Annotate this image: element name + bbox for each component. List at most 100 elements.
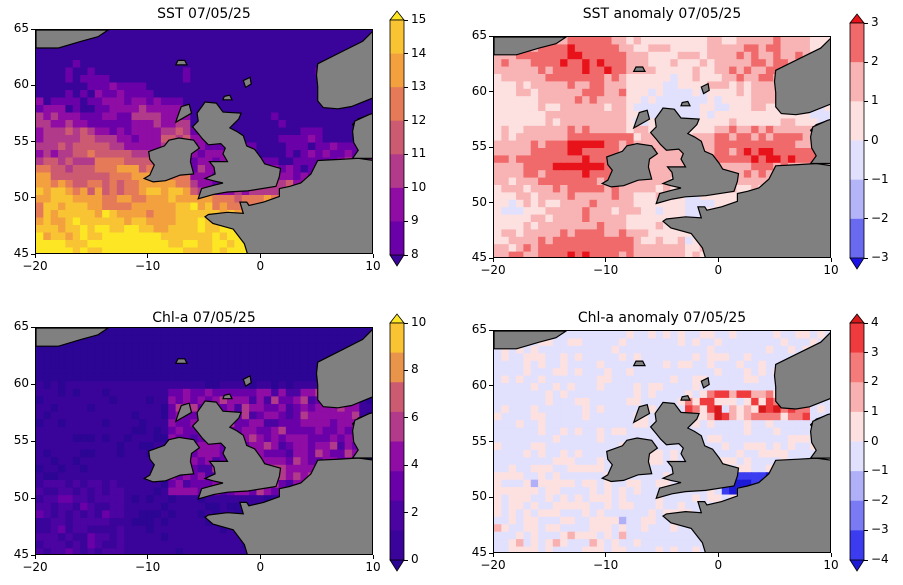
field-cell xyxy=(124,510,133,519)
field-cell xyxy=(43,404,52,413)
field-cell xyxy=(160,328,169,337)
field-cell xyxy=(205,350,213,359)
field-cell xyxy=(545,177,554,186)
field-cell xyxy=(263,404,272,413)
field-cell xyxy=(124,90,133,99)
field-cell xyxy=(552,427,561,436)
field-cell xyxy=(205,381,213,390)
field-cell xyxy=(116,75,125,84)
field-cell xyxy=(36,495,44,504)
field-cell xyxy=(160,97,169,106)
field-cell xyxy=(50,142,59,151)
field-cell xyxy=(168,202,177,211)
field-cell xyxy=(58,548,66,554)
field-cell xyxy=(153,67,162,76)
field-cell xyxy=(36,60,44,69)
field-cell xyxy=(102,247,111,253)
field-cell xyxy=(153,366,162,375)
field-cell xyxy=(263,366,272,375)
field-cell xyxy=(508,405,517,414)
field-cell xyxy=(648,162,657,171)
field-cell xyxy=(43,240,52,249)
field-cell xyxy=(138,112,147,121)
field-cell xyxy=(175,419,184,428)
field-cell xyxy=(80,37,89,46)
field-cell xyxy=(94,165,103,174)
field-cell xyxy=(307,150,316,159)
field-cell xyxy=(545,214,554,223)
field-cell xyxy=(729,368,738,377)
field-cell xyxy=(168,52,177,61)
field-cell xyxy=(567,199,576,208)
field-cell xyxy=(300,343,309,352)
field-cell xyxy=(685,66,693,75)
field-cell xyxy=(271,150,280,159)
field-cell xyxy=(58,45,66,54)
colorbar-segment xyxy=(390,154,404,189)
field-cell xyxy=(293,37,302,46)
field-cell xyxy=(80,202,89,211)
field-cell xyxy=(538,222,547,230)
field-cell xyxy=(36,187,44,196)
field-cell xyxy=(560,405,569,414)
field-cell xyxy=(50,105,59,114)
field-cell xyxy=(516,236,524,245)
field-cell xyxy=(197,97,206,106)
field-cell xyxy=(58,142,66,151)
field-cell xyxy=(102,350,111,359)
field-cell xyxy=(227,548,235,554)
field-cell xyxy=(234,358,243,367)
field-cell xyxy=(241,426,250,435)
field-cell xyxy=(102,112,111,121)
field-cell xyxy=(300,350,309,359)
field-cell xyxy=(736,59,745,68)
field-cell xyxy=(87,52,96,61)
field-cell xyxy=(190,487,199,496)
field-cell xyxy=(65,112,74,121)
field-cell xyxy=(219,404,228,413)
field-cell xyxy=(65,150,74,159)
field-cell xyxy=(278,60,287,69)
field-cell xyxy=(604,427,613,436)
field-cell xyxy=(567,353,576,362)
field-cell xyxy=(626,405,635,414)
field-cell xyxy=(618,435,627,444)
field-cell xyxy=(329,449,338,458)
field-cell xyxy=(271,135,280,144)
field-cell xyxy=(729,155,738,164)
field-cell xyxy=(197,45,206,54)
field-cell xyxy=(94,358,103,367)
field-cell xyxy=(285,120,294,129)
field-cell xyxy=(692,59,701,68)
field-cell xyxy=(271,419,280,428)
field-cell xyxy=(43,480,52,489)
field-cell xyxy=(182,381,191,390)
field-cell xyxy=(234,52,243,61)
field-cell xyxy=(508,360,517,369)
field-cell xyxy=(626,375,635,384)
field-cell xyxy=(765,37,774,45)
field-cell xyxy=(736,133,745,142)
field-cell xyxy=(604,88,613,97)
field-cell xyxy=(87,135,96,144)
field-cell xyxy=(552,192,561,201)
field-cell xyxy=(736,44,745,53)
field-cell xyxy=(131,142,140,151)
field-cell xyxy=(168,120,177,129)
field-cell xyxy=(94,472,103,481)
field-cell xyxy=(94,45,103,54)
field-cell xyxy=(729,338,738,347)
field-cell xyxy=(58,343,66,352)
field-cell xyxy=(109,328,118,337)
field-cell xyxy=(692,375,701,384)
field-cell xyxy=(138,358,147,367)
field-cell xyxy=(43,533,52,542)
field-cell xyxy=(168,540,177,549)
field-cell xyxy=(160,396,169,405)
field-cell xyxy=(212,142,221,151)
field-cell xyxy=(721,37,730,45)
field-cell xyxy=(131,442,140,451)
field-cell xyxy=(197,52,206,61)
colorbar-tick-mark xyxy=(404,120,408,122)
field-cell xyxy=(58,480,66,489)
